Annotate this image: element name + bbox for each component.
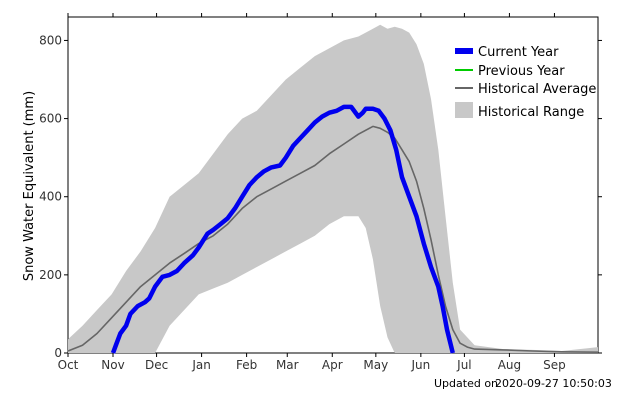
y-tick-label: 200 <box>39 268 62 282</box>
y-axis-title: Snow Water Equivalent (mm) <box>22 91 37 281</box>
legend-label-previous-year: Previous Year <box>478 64 565 79</box>
y-tick-label: 0 <box>54 346 62 360</box>
legend-swatch-current-year <box>455 48 473 54</box>
x-tick-label-jan: Jan <box>191 358 211 372</box>
y-axis-ticks: 0 200 400 600 800 <box>39 33 602 360</box>
y-tick-label: 400 <box>39 190 62 204</box>
x-tick-label-apr: Apr <box>322 358 343 372</box>
x-tick-label-mar: Mar <box>276 358 299 372</box>
x-tick-label-sep: Sep <box>543 358 566 372</box>
legend-label-historical-average: Historical Average <box>478 82 596 97</box>
legend-label-current-year: Current Year <box>478 45 559 60</box>
historical-range-band-group <box>68 24 598 354</box>
y-tick-label: 800 <box>39 33 62 47</box>
x-axis-ticks: Oct Nov Dec Jan Feb Mar Apr May Jun Jul Aug Sep <box>58 13 566 372</box>
x-tick-label-jul: Jul <box>456 358 471 372</box>
historical-range-band <box>68 24 598 354</box>
x-tick-label-nov: Nov <box>101 358 124 372</box>
x-tick-label-feb: Feb <box>236 358 257 372</box>
updated-timestamp: 2020-09-27 10:50:03 <box>495 377 612 390</box>
series-lines-group <box>67 104 599 354</box>
y-tick-label: 600 <box>39 112 62 126</box>
x-tick-label-aug: Aug <box>498 358 521 372</box>
historical-average-line <box>67 125 599 353</box>
x-tick-label-dec: Dec <box>145 358 168 372</box>
legend-swatch-historical-range <box>455 102 473 118</box>
updated-label: Updated on <box>434 377 498 390</box>
legend-label-historical-range: Historical Range <box>478 105 584 120</box>
legend: Current Year Previous Year Historical Av… <box>455 45 596 120</box>
x-tick-label-jun: Jun <box>410 358 430 372</box>
x-tick-label-may: May <box>363 358 388 372</box>
x-tick-label-oct: Oct <box>58 358 79 372</box>
current-year-line <box>110 104 455 354</box>
